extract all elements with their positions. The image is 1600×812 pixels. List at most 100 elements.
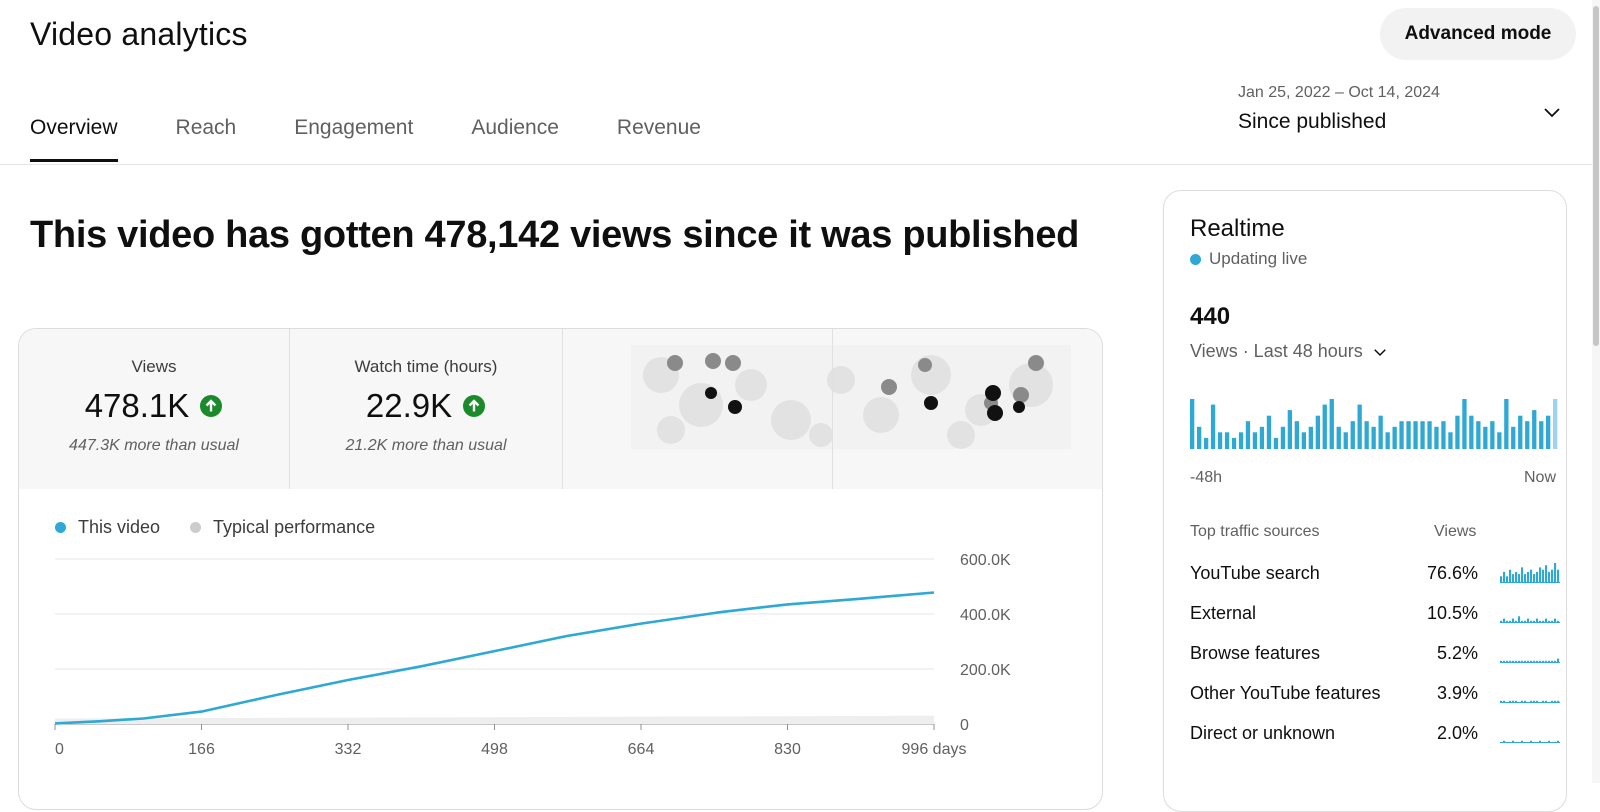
realtime-bar[interactable] [1476,421,1481,449]
realtime-bar-chart[interactable] [1190,399,1560,449]
realtime-bar[interactable] [1399,421,1404,449]
realtime-bar[interactable] [1273,437,1279,449]
realtime-bar[interactable] [1497,432,1502,449]
metric-hidden-blurred[interactable] [563,329,1102,489]
realtime-period-label: Views · Last 48 hours [1190,341,1363,361]
realtime-bar[interactable] [1294,421,1299,449]
realtime-bar[interactable] [1322,404,1327,449]
traffic-source-row[interactable]: YouTube search 76.6% [1190,563,1560,593]
realtime-bar[interactable] [1371,426,1376,449]
metric-views[interactable]: Views 478.1K 447.3K more than usual [19,329,289,489]
realtime-bar[interactable] [1259,426,1265,449]
realtime-bar[interactable] [1483,426,1488,449]
realtime-bar[interactable] [1448,432,1453,449]
chevron-down-icon[interactable] [1540,100,1564,124]
realtime-bar[interactable] [1217,432,1223,449]
realtime-bar[interactable] [1224,432,1230,449]
traffic-source-row[interactable]: Browse features 5.2% [1190,643,1560,673]
realtime-bar[interactable] [1469,415,1474,449]
sparkline-bar [1542,620,1545,623]
date-period-label[interactable]: Since published [1238,110,1387,133]
date-range[interactable]: Jan 25, 2022 – Oct 14, 2024 [1238,84,1440,101]
realtime-bar[interactable] [1197,426,1202,449]
realtime-bar[interactable] [1204,437,1209,449]
realtime-bar[interactable] [1280,426,1286,449]
series-this-video[interactable] [54,591,935,725]
realtime-bar[interactable] [1252,432,1258,449]
metric-value: 22.9K [366,387,486,425]
sparkline-bar [1548,740,1551,743]
realtime-bar[interactable] [1364,421,1369,449]
scrollbar-thumb[interactable] [1593,6,1599,346]
realtime-bar[interactable] [1301,432,1306,449]
traffic-source-name: External [1190,603,1257,623]
realtime-bar[interactable] [1245,421,1251,449]
realtime-bar[interactable] [1238,432,1244,449]
sparkline-bar [1548,620,1551,623]
views-line-chart[interactable]: 0 200.0K 400.0K 600.0K 0 166 332 498 664 830 996 d… [19,539,1102,809]
realtime-bar[interactable] [1350,421,1355,449]
legend-item-typical[interactable]: Typical performance [190,517,375,538]
legend-item-this-video[interactable]: This video [55,517,160,538]
metric-watch-time[interactable]: Watch time (hours) 22.9K 21.2K more than… [290,329,562,489]
sparkline-bar [1536,660,1539,663]
traffic-source-row[interactable]: Other YouTube features 3.9% [1190,683,1560,713]
realtime-bar[interactable] [1455,415,1460,449]
realtime-bar[interactable] [1385,432,1390,449]
sparkline-bar [1512,700,1515,703]
realtime-bar[interactable] [1406,421,1411,449]
tab-revenue[interactable]: Revenue [616,116,701,139]
sparkline-bar [1500,700,1503,703]
realtime-bar[interactable] [1525,421,1530,449]
traffic-source-row[interactable]: External 10.5% [1190,603,1560,633]
realtime-bar[interactable] [1231,437,1237,449]
realtime-bar[interactable] [1427,421,1432,449]
sparkline-bar [1536,571,1539,583]
realtime-bar[interactable] [1329,399,1334,449]
traffic-source-pct: 10.5% [1426,603,1478,623]
realtime-bar[interactable] [1266,415,1272,449]
realtime-bar[interactable] [1546,415,1551,449]
sparkline-bar [1512,574,1515,583]
realtime-bar[interactable] [1553,399,1558,449]
realtime-bar[interactable] [1315,415,1320,449]
sparkline-bar [1521,740,1524,743]
realtime-bar[interactable] [1532,410,1537,449]
sparkline-bar [1545,700,1548,703]
realtime-bar[interactable] [1287,410,1292,449]
traffic-sparkline [1500,616,1560,623]
realtime-bar[interactable] [1539,421,1544,449]
realtime-bar[interactable] [1490,421,1495,449]
realtime-bar[interactable] [1420,421,1425,449]
sparkline-bar [1515,620,1518,623]
realtime-bar[interactable] [1343,432,1348,449]
realtime-bar[interactable] [1441,421,1446,449]
realtime-bar[interactable] [1392,426,1397,449]
realtime-bar[interactable] [1190,399,1195,449]
realtime-bar[interactable] [1210,404,1216,449]
realtime-bar[interactable] [1336,426,1341,449]
x-tick-label: 830 [774,741,801,758]
sparkline-bar [1536,700,1539,703]
realtime-bar[interactable] [1378,415,1383,449]
realtime-bar[interactable] [1308,426,1313,449]
realtime-bar[interactable] [1413,421,1418,449]
realtime-card: Realtime Updating live 440 Views · Last … [1163,190,1567,812]
tab-overview[interactable]: Overview [30,110,118,162]
realtime-period-dropdown[interactable]: Views · Last 48 hours [1190,341,1389,362]
tab-audience[interactable]: Audience [471,116,559,139]
realtime-bar[interactable] [1434,426,1439,449]
traffic-source-name: YouTube search [1190,563,1320,583]
realtime-bar[interactable] [1462,399,1467,449]
realtime-bar[interactable] [1504,399,1509,449]
advanced-mode-button[interactable]: Advanced mode [1380,8,1576,60]
realtime-bar[interactable] [1511,426,1516,449]
sparkline-bar [1527,571,1530,583]
scrollbar-track[interactable] [1592,0,1600,783]
realtime-bar[interactable] [1357,404,1362,449]
traffic-source-row[interactable]: Direct or unknown 2.0% [1190,723,1560,753]
sparkline-bar [1524,700,1527,703]
tab-engagement[interactable]: Engagement [294,116,414,139]
tab-reach[interactable]: Reach [175,116,237,139]
realtime-bar[interactable] [1518,415,1523,449]
